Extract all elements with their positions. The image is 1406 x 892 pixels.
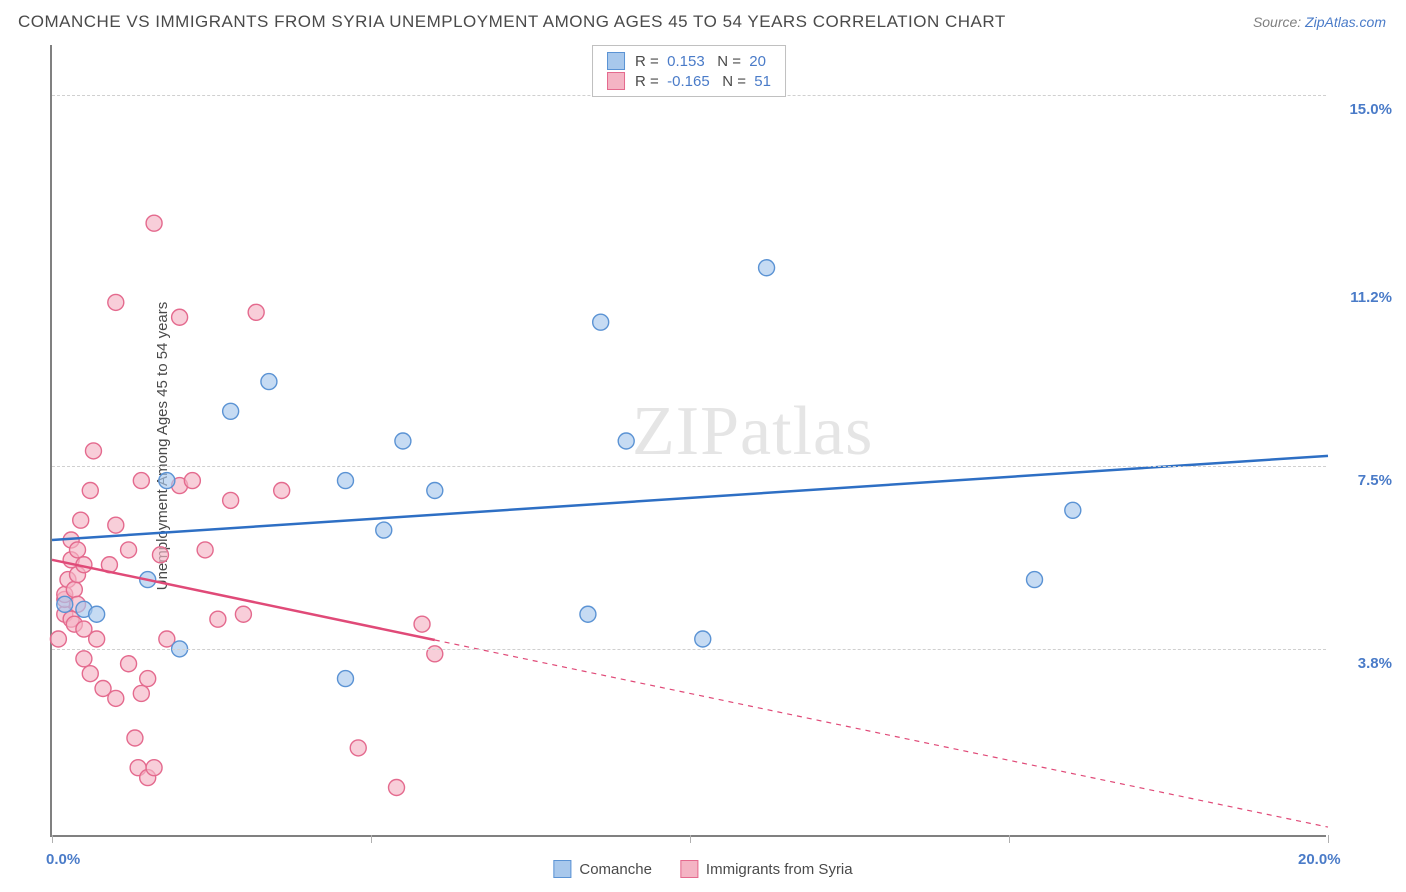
data-point <box>376 522 392 538</box>
data-point <box>121 656 137 672</box>
legend-stats: R = 0.153 N = 20 R = -0.165 N = 51 <box>592 45 786 97</box>
data-point <box>133 473 149 489</box>
data-point <box>274 483 290 499</box>
legend-label: Immigrants from Syria <box>706 861 853 878</box>
data-point <box>108 294 124 310</box>
data-point <box>89 631 105 647</box>
data-point <box>146 760 162 776</box>
x-tick <box>1328 835 1329 843</box>
source-prefix: Source: <box>1253 14 1305 30</box>
legend-swatch <box>553 860 571 878</box>
data-point <box>593 314 609 330</box>
trend-line <box>52 456 1328 540</box>
data-point <box>76 651 92 667</box>
legend-stat-row: R = 0.153 N = 20 <box>607 52 771 70</box>
legend-item: Immigrants from Syria <box>680 860 853 878</box>
trend-line <box>52 560 435 640</box>
data-point <box>261 374 277 390</box>
x-tick <box>52 835 53 843</box>
legend-item: Comanche <box>553 860 652 878</box>
chart-title: COMANCHE VS IMMIGRANTS FROM SYRIA UNEMPL… <box>18 12 1006 32</box>
data-point <box>1027 572 1043 588</box>
gridline <box>52 649 1326 650</box>
data-point <box>172 309 188 325</box>
y-tick-label: 3.8% <box>1358 655 1392 672</box>
data-point <box>82 483 98 499</box>
data-point <box>223 403 239 419</box>
data-point <box>82 666 98 682</box>
data-point <box>427 483 443 499</box>
data-point <box>57 596 73 612</box>
chart-container: COMANCHE VS IMMIGRANTS FROM SYRIA UNEMPL… <box>0 0 1406 892</box>
x-tick-label-max: 20.0% <box>1298 851 1341 868</box>
data-point <box>50 631 66 647</box>
legend-swatch <box>607 72 625 90</box>
data-point <box>108 690 124 706</box>
data-point <box>159 473 175 489</box>
data-point <box>70 542 86 558</box>
y-tick-label: 7.5% <box>1358 472 1392 489</box>
data-point <box>73 512 89 528</box>
data-point <box>152 547 168 563</box>
x-tick <box>1009 835 1010 843</box>
x-tick <box>690 835 691 843</box>
data-point <box>618 433 634 449</box>
data-point <box>1065 502 1081 518</box>
data-point <box>85 443 101 459</box>
data-point <box>108 517 124 533</box>
legend-swatch <box>607 52 625 70</box>
scatter-svg <box>52 45 1326 835</box>
legend-swatch <box>680 860 698 878</box>
data-point <box>580 606 596 622</box>
legend-stat-row: R = -0.165 N = 51 <box>607 72 771 90</box>
data-point <box>210 611 226 627</box>
legend-stat-text: R = 0.153 N = 20 <box>635 53 766 70</box>
data-point <box>695 631 711 647</box>
x-tick <box>371 835 372 843</box>
data-point <box>146 215 162 231</box>
data-point <box>121 542 137 558</box>
data-point <box>337 473 353 489</box>
data-point <box>184 473 200 489</box>
x-tick-label-min: 0.0% <box>46 851 80 868</box>
data-point <box>127 730 143 746</box>
data-point <box>337 671 353 687</box>
source-attribution: Source: ZipAtlas.com <box>1253 14 1386 30</box>
data-point <box>133 685 149 701</box>
data-point <box>89 606 105 622</box>
y-tick-label: 11.2% <box>1350 289 1392 306</box>
data-point <box>350 740 366 756</box>
data-point <box>759 260 775 276</box>
legend-stat-text: R = -0.165 N = 51 <box>635 73 771 90</box>
data-point <box>140 671 156 687</box>
legend-label: Comanche <box>579 861 652 878</box>
source-link[interactable]: ZipAtlas.com <box>1305 14 1386 30</box>
y-tick-label: 15.0% <box>1349 101 1392 118</box>
data-point <box>197 542 213 558</box>
data-point <box>235 606 251 622</box>
data-point <box>395 433 411 449</box>
data-point <box>223 492 239 508</box>
data-point <box>66 582 82 598</box>
data-point <box>389 780 405 796</box>
data-point <box>248 304 264 320</box>
legend-bottom: Comanche Immigrants from Syria <box>553 860 852 878</box>
plot-area: ZIPatlas R = 0.153 N = 20R = -0.165 N = … <box>50 45 1326 837</box>
gridline <box>52 466 1326 467</box>
trend-line <box>435 640 1328 827</box>
data-point <box>414 616 430 632</box>
